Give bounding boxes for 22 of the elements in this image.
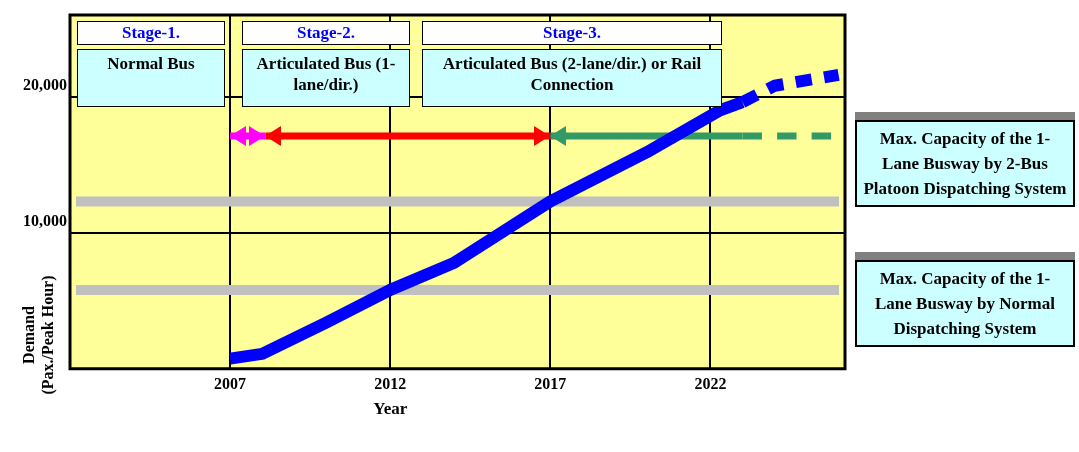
label-box: Stage-1. (77, 21, 225, 45)
label-box: Stage-3. (422, 21, 722, 45)
callout-box: Articulated Bus (2-lane/dir.) or Rail Connection (422, 49, 722, 107)
annotation: Normal Bus (107, 54, 195, 73)
y-tick-label: 10,000 (23, 211, 67, 230)
ref-line-label: Max. Capacity of the 1-Lane Busway by 2-Bus Platoon Dispatching System (863, 129, 1067, 199)
annotation: Stage-3. (542, 23, 602, 42)
annotation: Articulated Bus (2-lane/dir.) or Rail Connection (442, 54, 702, 94)
callout-box: Normal Bus (77, 49, 225, 107)
x-tick-label: 2022 (694, 374, 727, 392)
y-axis-title: Demand (Pax./Peak Hour) (19, 274, 57, 397)
x-tick-label: 2012 (374, 374, 407, 392)
y-tick-label: 20,000 (23, 75, 67, 94)
x-axis-title: Year (373, 398, 408, 419)
ref-line-label: Max. Capacity of the 1-Lane Busway by Normal Dispatching System (875, 268, 1055, 338)
annotation: Stage-2. (296, 23, 356, 42)
x-tick-label: 2007 (214, 374, 247, 392)
label-box: Stage-2. (242, 21, 410, 45)
callout-box: Articulated Bus (1-lane/dir.) (242, 49, 410, 107)
annotation: Articulated Bus (1-lane/dir.) (256, 54, 396, 94)
annotation: Stage-1. (121, 23, 181, 42)
x-tick-label: 2017 (534, 374, 567, 392)
